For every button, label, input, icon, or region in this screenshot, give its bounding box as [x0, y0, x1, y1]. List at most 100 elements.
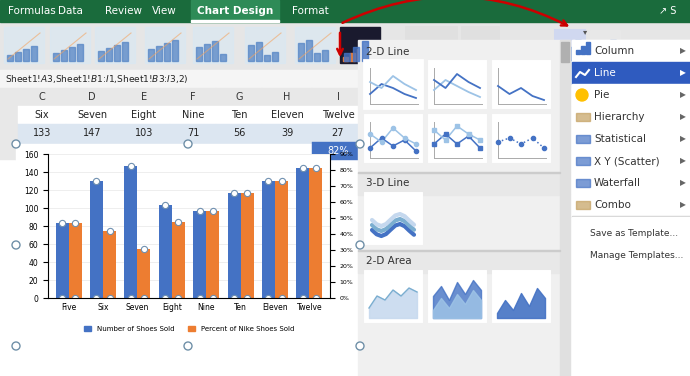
Bar: [53, 53, 59, 61]
Text: Row/Column: Row/Column: [409, 45, 453, 51]
Bar: [77, 44, 83, 61]
Bar: [572, 84, 690, 106]
Bar: [241, 193, 254, 298]
Text: G: G: [235, 92, 243, 102]
Text: 39: 39: [281, 128, 293, 138]
Bar: [602, 47, 608, 60]
Bar: [23, 49, 29, 61]
Bar: [4, 27, 44, 63]
Bar: [353, 47, 359, 61]
Text: ▶: ▶: [680, 112, 686, 121]
Text: Statistical: Statistical: [594, 134, 646, 144]
Bar: [364, 45, 369, 61]
Text: Eleven: Eleven: [270, 110, 304, 120]
Bar: [364, 88, 416, 106]
Bar: [196, 47, 202, 61]
Bar: [216, 142, 262, 160]
Text: Save as Template...: Save as Template...: [590, 229, 678, 238]
Bar: [572, 172, 690, 194]
Text: Nine: Nine: [181, 110, 204, 120]
Bar: [0, 88, 690, 376]
Bar: [572, 62, 690, 84]
Bar: [193, 211, 206, 298]
Bar: [371, 41, 376, 61]
Text: 2-D Area: 2-D Area: [366, 256, 412, 266]
Bar: [0, 106, 18, 124]
Text: ▶: ▶: [680, 47, 686, 56]
Text: 82%: 82%: [327, 146, 348, 156]
Bar: [66, 106, 118, 124]
Bar: [492, 114, 550, 162]
Bar: [0, 0, 690, 22]
Bar: [170, 124, 216, 142]
Text: Formulas: Formulas: [8, 6, 56, 16]
Bar: [492, 270, 550, 322]
Bar: [428, 114, 486, 162]
Circle shape: [12, 342, 20, 350]
Bar: [137, 249, 150, 298]
Bar: [272, 52, 278, 61]
Text: Column: Column: [594, 46, 634, 56]
Bar: [405, 26, 457, 66]
Text: 74%: 74%: [276, 146, 298, 156]
Bar: [68, 223, 81, 298]
Bar: [572, 217, 690, 376]
Bar: [262, 88, 312, 106]
Text: C: C: [39, 92, 46, 102]
Bar: [118, 88, 170, 106]
Bar: [69, 47, 75, 61]
Bar: [206, 211, 219, 298]
Bar: [461, 26, 499, 66]
Bar: [164, 43, 170, 61]
Bar: [576, 50, 580, 54]
Bar: [7, 55, 13, 61]
Circle shape: [12, 241, 20, 249]
Text: H: H: [284, 92, 290, 102]
Bar: [572, 40, 690, 376]
Text: 147: 147: [83, 128, 101, 138]
Text: Twelve: Twelve: [322, 110, 355, 120]
Bar: [61, 50, 67, 61]
Text: Chart Design: Chart Design: [197, 6, 273, 16]
Text: ▶: ▶: [680, 68, 686, 77]
Bar: [256, 42, 262, 61]
Bar: [364, 106, 416, 124]
Bar: [216, 124, 262, 142]
Text: J: J: [388, 92, 391, 102]
Text: Combo: Combo: [594, 200, 631, 210]
Bar: [572, 216, 690, 217]
Bar: [358, 40, 570, 376]
Bar: [314, 53, 320, 61]
Bar: [572, 128, 690, 150]
Text: 3-D Line: 3-D Line: [366, 178, 409, 188]
Bar: [66, 142, 118, 160]
Text: Sheet1!$A$3,Sheet1!$B$1:$I$1,Sheet1!$B$3:$I$3,2): Sheet1!$A$3,Sheet1!$B$1:$I$1,Sheet1!$B$3…: [5, 73, 188, 85]
Bar: [275, 181, 288, 298]
Bar: [191, 0, 279, 22]
Bar: [428, 60, 486, 108]
Text: Ten: Ten: [230, 110, 247, 120]
Bar: [312, 88, 364, 106]
Text: View: View: [152, 6, 177, 16]
Bar: [560, 40, 570, 376]
Bar: [586, 42, 590, 54]
Bar: [0, 70, 690, 88]
Bar: [262, 142, 312, 160]
Text: ▶: ▶: [680, 91, 686, 100]
Bar: [581, 46, 585, 54]
Circle shape: [184, 342, 192, 350]
Text: Data: Data: [471, 44, 489, 53]
Text: 71: 71: [187, 128, 199, 138]
Text: 55%: 55%: [182, 146, 204, 156]
Bar: [118, 106, 170, 124]
Text: Switch: Switch: [418, 33, 444, 42]
Bar: [204, 44, 210, 61]
Bar: [306, 40, 312, 61]
Bar: [95, 27, 135, 63]
Text: 133: 133: [33, 128, 51, 138]
Text: 82%: 82%: [327, 146, 348, 156]
Bar: [357, 49, 362, 61]
Bar: [350, 53, 355, 61]
Text: Hierarchy: Hierarchy: [594, 112, 644, 122]
Text: 56: 56: [233, 128, 245, 138]
